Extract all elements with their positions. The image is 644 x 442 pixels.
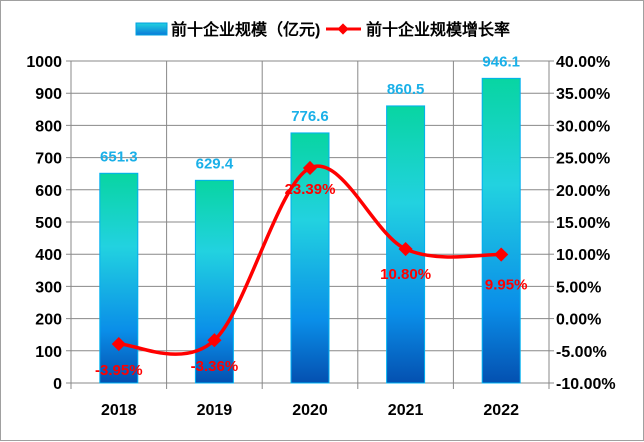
x-tick-label: 2019 xyxy=(197,402,233,419)
x-tick-label: 2021 xyxy=(388,402,424,419)
left-tick-label: 100 xyxy=(35,344,62,361)
line-data-label: -3.36% xyxy=(191,358,239,375)
bar-data-label: 629.4 xyxy=(196,155,234,172)
line-marker xyxy=(111,336,126,352)
right-tick-label: 5.00% xyxy=(556,279,601,296)
x-tick-label: 2018 xyxy=(101,402,137,419)
right-tick-label: 20.00% xyxy=(556,183,610,200)
legend-line-marker xyxy=(337,23,349,35)
bar-data-label: 776.6 xyxy=(291,108,329,125)
left-tick-label: 800 xyxy=(35,118,62,135)
bar-data-label: 860.5 xyxy=(387,81,425,98)
line-marker xyxy=(398,241,413,257)
right-tick-label: -5.00% xyxy=(556,344,607,361)
left-tick-label: 700 xyxy=(35,151,62,168)
right-tick-label: -10.00% xyxy=(556,376,616,393)
bar-data-label: 651.3 xyxy=(100,148,138,165)
left-tick-label: 400 xyxy=(35,247,62,264)
x-tick-label: 2020 xyxy=(292,402,328,419)
right-tick-label: 40.00% xyxy=(556,54,610,71)
line-data-label: 9.95% xyxy=(485,277,528,294)
right-tick-label: 30.00% xyxy=(556,118,610,135)
right-tick-label: 35.00% xyxy=(556,86,610,103)
line-marker xyxy=(494,247,509,262)
left-tick-label: 600 xyxy=(35,183,62,200)
left-tick-label: 900 xyxy=(35,86,62,103)
line-marker xyxy=(207,333,222,348)
line-data-label: 10.80% xyxy=(380,266,431,283)
left-tick-label: 200 xyxy=(35,312,62,329)
legend-bar-swatch xyxy=(135,22,168,36)
x-tick-label: 2022 xyxy=(483,402,519,419)
right-tick-label: 25.00% xyxy=(556,151,610,168)
line-marker xyxy=(302,160,318,176)
left-tick-label: 0 xyxy=(53,376,62,393)
bar xyxy=(481,77,521,384)
left-tick-label: 500 xyxy=(35,215,62,232)
legend-bar-label: 前十企业规模（亿元) xyxy=(171,20,320,39)
right-tick-label: 0.00% xyxy=(556,312,601,329)
bar-data-label: 946.1 xyxy=(482,53,520,70)
legend-line-label: 前十企业规模增长率 xyxy=(366,20,510,39)
right-tick-label: 10.00% xyxy=(556,247,610,264)
left-tick-label: 300 xyxy=(35,279,62,296)
bar xyxy=(194,179,234,384)
line-data-label: 23.39% xyxy=(285,181,336,198)
right-tick-label: 15.00% xyxy=(556,215,610,232)
left-tick-label: 1000 xyxy=(26,54,62,71)
bar xyxy=(99,172,139,384)
line-data-label: -3.95% xyxy=(95,362,143,379)
